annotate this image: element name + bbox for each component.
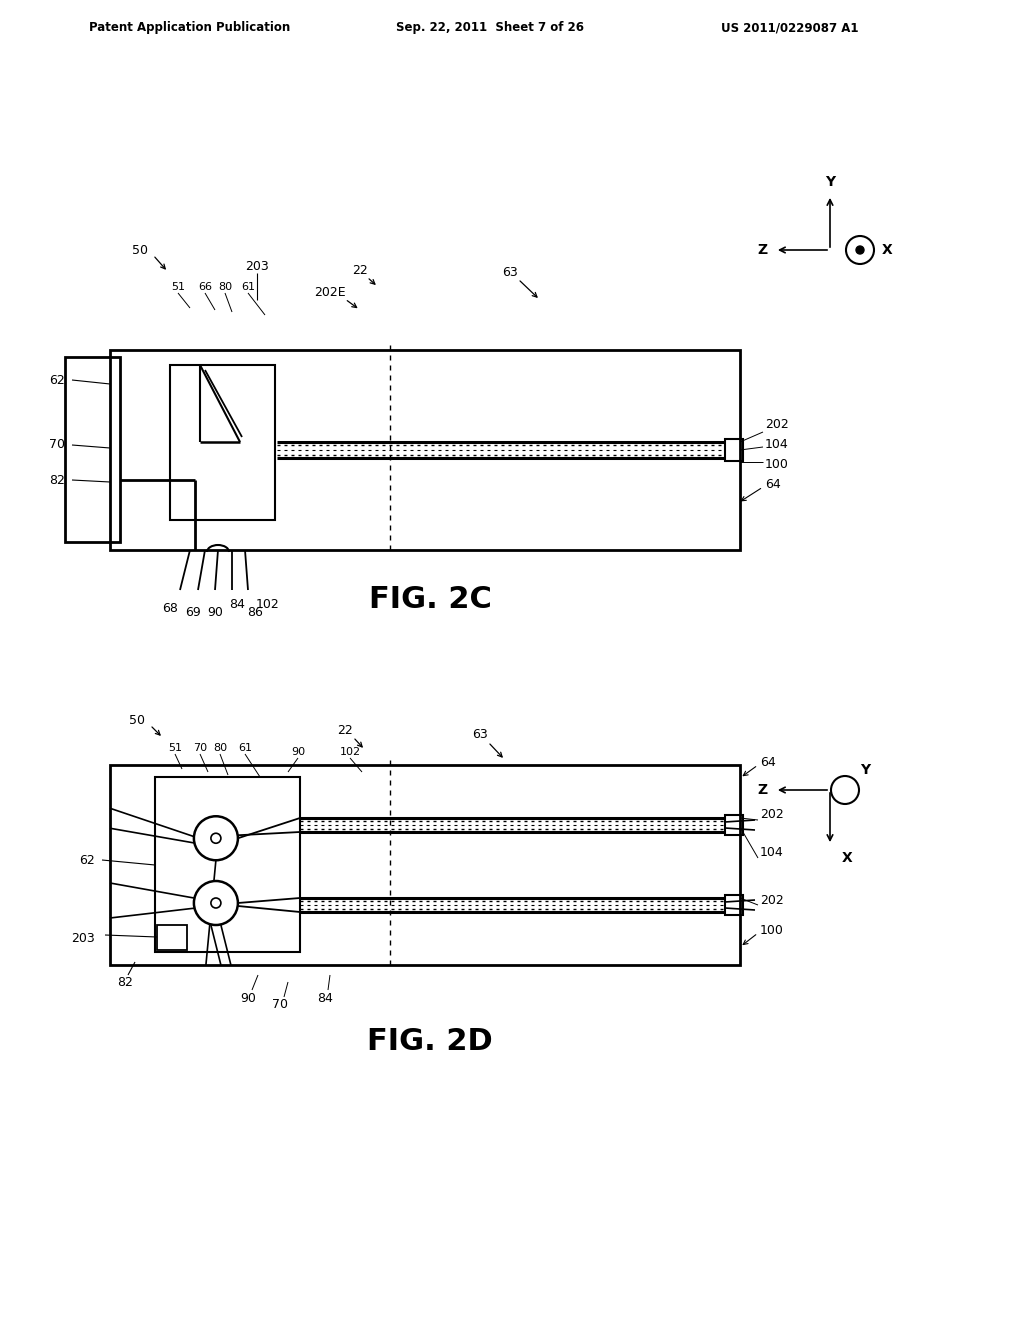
Text: 64: 64 (760, 755, 776, 768)
Text: 63: 63 (472, 729, 487, 742)
Text: 69: 69 (185, 606, 201, 619)
Text: 68: 68 (162, 602, 178, 615)
Text: 80: 80 (213, 743, 227, 752)
Bar (157, 925, 187, 950)
Text: 70: 70 (193, 743, 207, 752)
Text: FIG. 2C: FIG. 2C (369, 586, 492, 615)
Text: 90: 90 (291, 747, 305, 756)
Text: Z: Z (757, 783, 767, 797)
Text: 62: 62 (79, 854, 95, 866)
Text: 202E: 202E (314, 285, 346, 298)
Text: 63: 63 (502, 265, 518, 279)
Text: 51: 51 (168, 743, 182, 752)
Bar (155, 777, 300, 952)
Text: US 2011/0229087 A1: US 2011/0229087 A1 (721, 21, 859, 34)
Text: 86: 86 (247, 606, 263, 619)
Text: 61: 61 (238, 743, 252, 752)
Text: 102: 102 (339, 747, 360, 756)
Text: 84: 84 (317, 991, 333, 1005)
Text: 66: 66 (198, 282, 212, 292)
Text: X: X (842, 851, 853, 865)
Bar (725, 814, 743, 836)
Text: 82: 82 (117, 975, 133, 989)
Text: 51: 51 (171, 282, 185, 292)
Text: 70: 70 (272, 998, 288, 1011)
Bar (110, 766, 740, 965)
Text: Patent Application Publication: Patent Application Publication (89, 21, 291, 34)
Text: 203: 203 (245, 260, 269, 273)
Text: 22: 22 (352, 264, 368, 276)
Text: 90: 90 (207, 606, 223, 619)
Text: 50: 50 (132, 243, 148, 256)
Text: 62: 62 (49, 374, 65, 387)
Text: 90: 90 (240, 991, 256, 1005)
Bar (170, 366, 275, 520)
Text: 50: 50 (129, 714, 145, 726)
Circle shape (194, 816, 238, 861)
Bar (725, 895, 743, 915)
Text: 84: 84 (229, 598, 245, 611)
Text: 82: 82 (49, 474, 65, 487)
Text: 22: 22 (337, 723, 353, 737)
Text: 102: 102 (256, 598, 280, 611)
Text: 202: 202 (765, 417, 788, 430)
Text: 202: 202 (760, 808, 783, 821)
Text: 61: 61 (241, 282, 255, 292)
Text: 203: 203 (72, 932, 95, 945)
Bar (65, 356, 120, 543)
Text: 100: 100 (765, 458, 788, 470)
Circle shape (846, 236, 874, 264)
Text: 202: 202 (760, 894, 783, 907)
Bar (725, 440, 743, 461)
Text: Sep. 22, 2011  Sheet 7 of 26: Sep. 22, 2011 Sheet 7 of 26 (396, 21, 584, 34)
Circle shape (211, 898, 221, 908)
Text: 70: 70 (49, 438, 65, 451)
Circle shape (831, 776, 859, 804)
Text: 80: 80 (218, 282, 232, 292)
Text: X: X (882, 243, 893, 257)
Text: Y: Y (860, 763, 870, 777)
Text: Y: Y (825, 176, 835, 189)
Circle shape (856, 246, 864, 253)
Text: 104: 104 (760, 846, 783, 858)
Circle shape (211, 833, 221, 843)
Text: FIG. 2D: FIG. 2D (368, 1027, 493, 1056)
Text: 64: 64 (765, 478, 780, 491)
Bar (110, 350, 740, 550)
Circle shape (194, 880, 238, 925)
Text: 100: 100 (760, 924, 784, 936)
Text: 104: 104 (765, 437, 788, 450)
Text: Z: Z (757, 243, 767, 257)
